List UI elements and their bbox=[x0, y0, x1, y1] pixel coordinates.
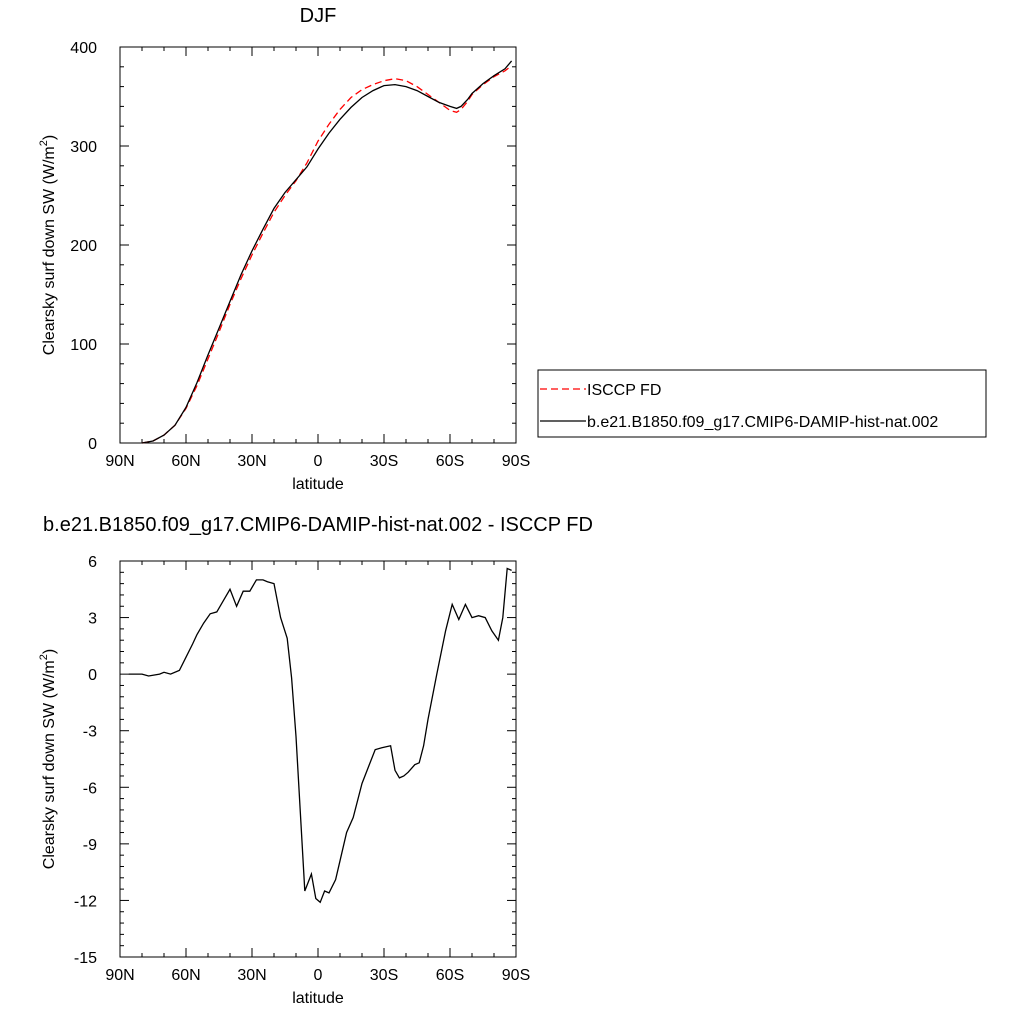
x-axis-title: latitude bbox=[292, 476, 344, 493]
y-axis-title-suffix: ) bbox=[41, 649, 58, 654]
y-tick-label: 0 bbox=[88, 436, 97, 453]
y-tick-label: 200 bbox=[70, 238, 97, 255]
y-minor-ticks bbox=[120, 571, 516, 947]
y-tick-label: 400 bbox=[70, 40, 97, 57]
y-tick-label: -15 bbox=[74, 950, 97, 967]
chart-title: b.e21.B1850.f09_g17.CMIP6-DAMIP-hist-nat… bbox=[43, 514, 593, 536]
legend-box bbox=[537, 369, 987, 438]
y-tick-label: -3 bbox=[83, 724, 97, 741]
x-tick-label: 60S bbox=[436, 967, 464, 984]
series-line-1 bbox=[141, 65, 512, 444]
x-tick-label: 90N bbox=[105, 453, 134, 470]
y-tick-label: 6 bbox=[88, 554, 97, 571]
y-minor-ticks bbox=[120, 66, 516, 424]
x-tick-label: 0 bbox=[314, 453, 323, 470]
chart-title: DJF bbox=[300, 5, 337, 27]
x-tick-label: 60S bbox=[436, 453, 464, 470]
series-line-1 bbox=[128, 567, 512, 904]
y-tick-label: -9 bbox=[83, 837, 97, 854]
plot-frame bbox=[119, 46, 517, 444]
x-tick-label: 0 bbox=[314, 967, 323, 984]
legend-label-1: ISCCP FD bbox=[587, 382, 661, 399]
x-tick-label: 30N bbox=[237, 967, 266, 984]
x-minor-ticks bbox=[119, 561, 517, 957]
x-tick-label: 60N bbox=[171, 453, 200, 470]
x-tick-label: 30S bbox=[370, 453, 398, 470]
x-tick-label: 90S bbox=[502, 453, 530, 470]
y-tick-label: -6 bbox=[83, 780, 97, 797]
chart-panel-2: b.e21.B1850.f09_g17.CMIP6-DAMIP-hist-nat… bbox=[38, 514, 593, 1007]
x-tick-label: 60N bbox=[171, 967, 200, 984]
y-tick-label: 100 bbox=[70, 337, 97, 354]
y-axis-title-superscript: 2 bbox=[38, 654, 50, 660]
y-tick-label: 3 bbox=[88, 611, 97, 628]
chart-panel-1: DJF 90N 60N 30N 0 30S 60S 90S 0 100 200 300 400 latit… bbox=[38, 5, 987, 493]
x-tick-label: 30S bbox=[370, 967, 398, 984]
y-tick-label: 0 bbox=[88, 667, 97, 684]
y-axis-title: Clearsky surf down SW (W/m2) bbox=[38, 649, 58, 869]
x-tick-label: 90N bbox=[105, 967, 134, 984]
y-axis-title-suffix: ) bbox=[41, 135, 58, 140]
y-axis-title-main: Clearsky surf down SW (W/m bbox=[41, 146, 58, 355]
plot-frame bbox=[119, 560, 517, 958]
x-tick-label: 30N bbox=[237, 453, 266, 470]
series-line-2 bbox=[141, 60, 513, 444]
x-axis-title: latitude bbox=[292, 990, 344, 1007]
y-axis-title-superscript: 2 bbox=[38, 140, 50, 146]
y-tick-label: 300 bbox=[70, 139, 97, 156]
y-tick-label: -12 bbox=[74, 893, 97, 910]
x-tick-label: 90S bbox=[502, 967, 530, 984]
legend: ISCCP FD b.e21.B1850.f09_g17.CMIP6-DAMIP-… bbox=[537, 369, 987, 438]
y-axis-title: Clearsky surf down SW (W/m2) bbox=[38, 135, 58, 355]
legend-label-2: b.e21.B1850.f09_g17.CMIP6-DAMIP-hist-nat… bbox=[587, 414, 938, 431]
y-axis-title-main: Clearsky surf down SW (W/m bbox=[41, 660, 58, 869]
x-minor-ticks bbox=[119, 47, 517, 443]
